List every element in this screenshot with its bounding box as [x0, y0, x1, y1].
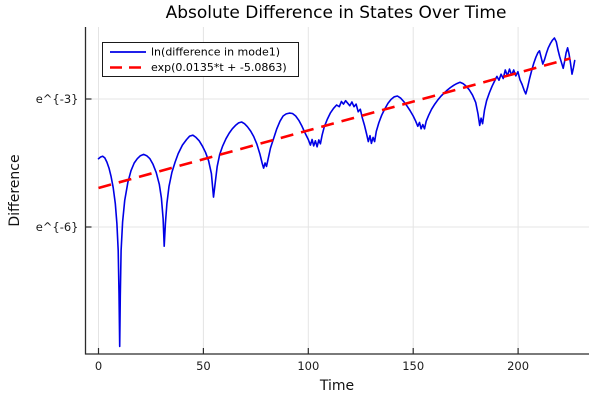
- x-tick-label: 50: [196, 359, 211, 373]
- x-tick-label: 100: [297, 359, 319, 373]
- series-line-trend: [98, 57, 571, 190]
- x-tick-label: 0: [95, 359, 102, 373]
- y-tick-label: e^{-6}: [36, 220, 79, 234]
- legend-box: [102, 42, 299, 77]
- y-tick-label: e^{-3}: [36, 92, 79, 106]
- series-lines: [97, 37, 576, 348]
- x-tick-label: 200: [507, 359, 529, 373]
- tick-marks: [85, 98, 519, 354]
- legend: ln(difference in mode1) exp(0.0135*t + -…: [102, 42, 299, 77]
- gridlines: [85, 27, 589, 354]
- legend-entry-series1: ln(difference in mode1): [151, 46, 280, 59]
- axes: [84, 27, 589, 355]
- chart-title: Absolute Difference in States Over Time: [166, 3, 507, 23]
- x-tick-label: 150: [402, 359, 424, 373]
- tick-labels: 0 50 100 150 200 e^{-3} e^{-6}: [36, 92, 529, 373]
- legend-entry-series2: exp(0.0135*t + -5.0863): [151, 61, 287, 74]
- x-axis-label: Time: [319, 378, 354, 394]
- y-axis-label: Difference: [7, 154, 23, 226]
- series-line-main: [97, 37, 576, 348]
